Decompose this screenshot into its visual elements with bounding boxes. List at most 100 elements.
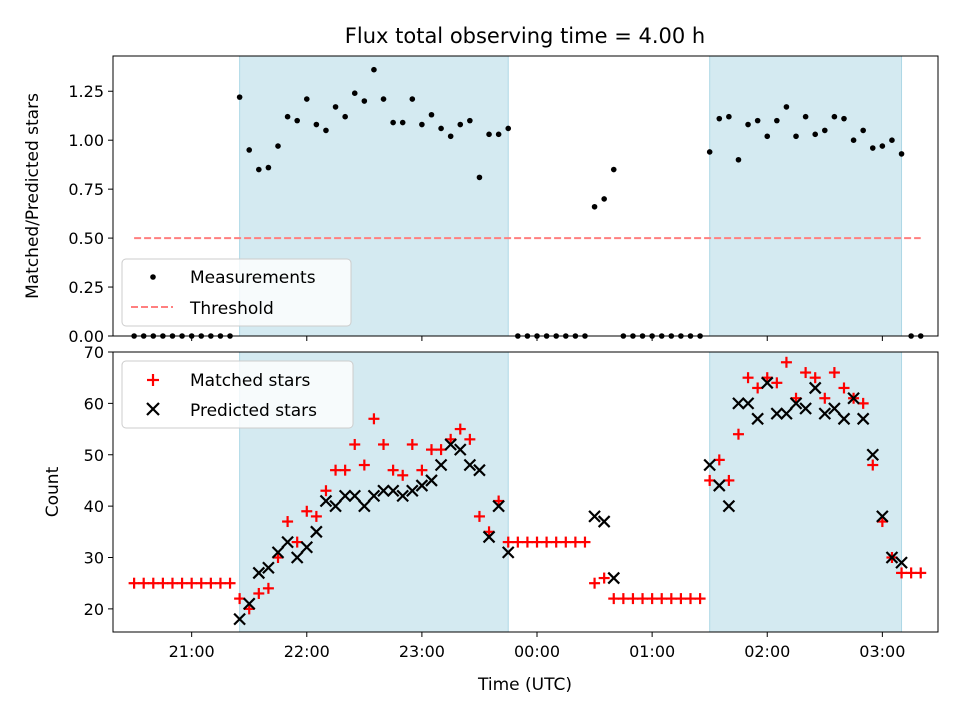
matched-point — [349, 438, 361, 450]
y-tick-label: 0.25 — [68, 278, 104, 297]
measurement-point — [428, 111, 435, 118]
y-tick-label: 60 — [84, 394, 104, 413]
predicted-point — [732, 397, 745, 410]
measurement-point — [591, 203, 598, 210]
predicted-point — [847, 391, 860, 405]
matched-point — [915, 567, 927, 579]
predicted-point — [377, 484, 390, 497]
y-tick-label: 0.50 — [68, 229, 104, 248]
matched-point — [224, 577, 236, 589]
matched-point — [186, 577, 198, 589]
measurement-point — [323, 127, 329, 134]
matched-point — [473, 510, 485, 522]
measurement-point — [879, 143, 886, 149]
measurement-point — [601, 196, 607, 202]
predicted-point — [453, 443, 467, 456]
measurement-point — [716, 115, 723, 122]
predicted-point — [856, 412, 870, 426]
measurement-point — [860, 127, 866, 134]
predicted-point — [262, 561, 275, 575]
matched-point — [378, 438, 390, 450]
bottom-legend: Matched stars Predicted stars — [121, 360, 354, 429]
predicted-point — [281, 535, 294, 549]
matched-point — [502, 536, 514, 548]
y-tick-label: 50 — [84, 446, 104, 465]
top-ylabel: Matched/Predicted stars — [23, 93, 43, 299]
measurement-point — [467, 117, 473, 124]
matched-point — [809, 372, 821, 384]
measurement-point — [802, 113, 809, 120]
x-tick-label: 22:00 — [284, 642, 330, 661]
predicted-point — [348, 489, 362, 503]
matched-point — [339, 464, 351, 476]
matched-point — [896, 567, 908, 579]
matched-point — [752, 382, 764, 394]
predicted-point — [818, 407, 832, 420]
predicted-point — [760, 376, 774, 390]
matched-point — [282, 516, 294, 528]
predicted-point — [482, 530, 496, 544]
measurement-point — [371, 66, 377, 73]
predicted-point — [271, 546, 285, 559]
predicted-point — [329, 499, 342, 513]
top-legend-box — [121, 258, 352, 327]
predicted-point — [406, 484, 419, 497]
predicted-point — [386, 484, 400, 497]
matched-point — [541, 536, 553, 548]
matched-point — [195, 577, 207, 589]
legend-predicted-marker — [146, 402, 160, 416]
y-tick-label: 0.75 — [68, 180, 104, 199]
matched-point — [713, 454, 725, 466]
measurement-point — [495, 131, 502, 138]
legend-matched-marker — [147, 374, 159, 386]
matched-point — [454, 423, 466, 435]
measurement-point — [342, 113, 348, 120]
measurement-point — [822, 127, 828, 134]
matched-point — [771, 377, 783, 389]
bottom-ylabel: Count — [43, 466, 63, 517]
matched-point — [253, 587, 265, 599]
measurement-point — [390, 119, 396, 126]
matched-point — [205, 577, 217, 589]
measurement-point — [850, 137, 857, 143]
matched-point — [512, 536, 524, 548]
measurement-point — [831, 113, 838, 120]
matched-point — [665, 593, 677, 605]
predicted-point — [866, 448, 880, 462]
predicted-point — [722, 499, 736, 513]
measurement-point — [793, 133, 799, 140]
matched-point — [291, 536, 303, 548]
matched-point — [838, 382, 850, 394]
matched-point — [637, 593, 649, 605]
matched-point — [608, 593, 620, 605]
matched-point — [128, 577, 140, 589]
matched-point — [330, 464, 342, 476]
y-tick-label: 70 — [84, 343, 104, 362]
y-tick-label: 20 — [84, 600, 104, 619]
matched-point — [416, 464, 428, 476]
y-tick-label: 0.00 — [68, 327, 104, 346]
measurement-point — [486, 131, 492, 138]
bottom-xlabel: Time (UTC) — [477, 675, 572, 695]
bottom-axes-frame — [112, 351, 939, 633]
predicted-point — [885, 551, 899, 564]
matched-point — [531, 536, 543, 548]
predicted-point — [713, 479, 726, 492]
matched-point — [905, 567, 917, 579]
measurement-point — [476, 174, 483, 181]
x-tick-label: 02:00 — [744, 642, 790, 661]
matched-point — [301, 505, 313, 517]
predicted-point — [751, 412, 764, 426]
matched-point — [800, 367, 812, 379]
measurement-point — [361, 98, 368, 104]
measurement-point — [754, 117, 761, 124]
predicted-point — [501, 546, 515, 559]
top-x-ticks — [191, 336, 883, 341]
measurement-point — [889, 137, 895, 143]
measurement-point — [409, 96, 416, 102]
predicted-point — [473, 463, 486, 477]
top-panel: 0.00 0.25 0.50 0.75 1.00 1.25 Flux total obse… — [23, 24, 939, 346]
measurement-point — [764, 133, 771, 140]
measurement-point — [419, 121, 425, 128]
